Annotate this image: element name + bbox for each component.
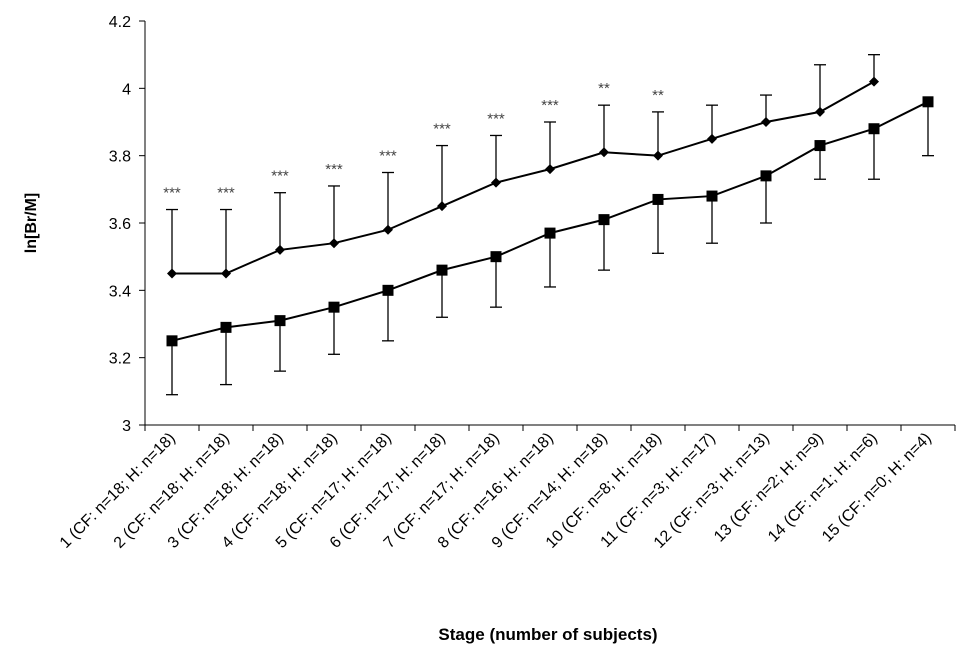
y-tick-label: 3.2 <box>109 351 131 368</box>
y-axis-label: ln[Br/M] <box>23 193 40 253</box>
y-tick-label: 3.8 <box>109 149 131 166</box>
marker <box>275 244 285 255</box>
marker <box>760 170 772 182</box>
series-line <box>172 80 875 275</box>
marker <box>329 238 339 249</box>
marker <box>653 150 663 161</box>
marker <box>437 201 447 212</box>
x-axis-label: Stage (number of subjects) <box>438 625 657 644</box>
marker <box>598 214 610 226</box>
annotation: *** <box>163 185 181 202</box>
x-tick-label: 15 (CF: n=0; H: n=4) <box>819 430 935 546</box>
annotation: *** <box>325 161 343 178</box>
y-tick-label: 3 <box>122 418 131 435</box>
marker <box>166 335 178 347</box>
marker <box>490 251 502 263</box>
annotation: *** <box>487 110 505 127</box>
x-tick-label: 13 (CF: n=2; H: n=9) <box>711 430 827 546</box>
marker <box>652 193 664 205</box>
marker <box>491 177 501 188</box>
marker <box>544 227 556 239</box>
marker <box>383 224 393 235</box>
x-tick-label: 14 (CF: n=1; H: n=6) <box>765 430 881 546</box>
annotation: *** <box>433 121 451 138</box>
marker <box>868 123 880 135</box>
marker <box>815 106 825 117</box>
marker <box>436 264 448 276</box>
annotation: ** <box>598 80 610 97</box>
marker <box>167 268 177 279</box>
annotation: *** <box>379 148 397 165</box>
marker <box>220 321 232 333</box>
y-tick-label: 4 <box>122 81 131 98</box>
marker <box>221 268 231 279</box>
marker <box>599 147 609 158</box>
marker <box>707 133 717 144</box>
marker <box>869 76 879 87</box>
marker <box>274 315 286 327</box>
marker <box>382 284 394 296</box>
annotation: ** <box>652 87 664 104</box>
annotation: *** <box>217 185 235 202</box>
marker <box>328 301 340 313</box>
marker <box>814 140 826 152</box>
y-tick-label: 3.4 <box>109 283 131 300</box>
marker <box>545 164 555 175</box>
y-tick-label: 4.2 <box>109 14 131 31</box>
annotation: *** <box>271 168 289 185</box>
y-tick-label: 3.6 <box>109 216 131 233</box>
annotation: *** <box>541 97 559 114</box>
marker <box>922 96 934 108</box>
marker <box>706 190 718 202</box>
marker <box>761 117 771 127</box>
